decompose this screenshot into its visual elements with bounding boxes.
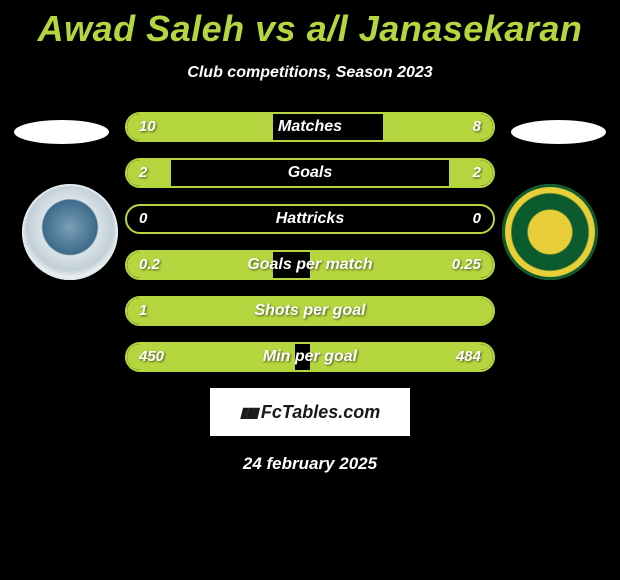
date-label: 24 february 2025 — [0, 454, 620, 474]
stat-value-right: 2 — [473, 160, 481, 186]
stat-bars: 10 Matches 8 2 Goals 2 0 Hattricks 0 0.2… — [125, 112, 495, 372]
stat-row-min-per-goal: 450 Min per goal 484 — [125, 342, 495, 372]
chart-icon: ▮▮▮ — [240, 404, 257, 421]
stat-label: Hattricks — [127, 206, 493, 232]
stat-value-right: 0.25 — [452, 252, 481, 278]
stat-label: Goals — [127, 160, 493, 186]
subtitle: Club competitions, Season 2023 — [0, 64, 620, 82]
team-crest-left — [22, 184, 118, 280]
stat-value-right: 0 — [473, 206, 481, 232]
comparison-panel: 10 Matches 8 2 Goals 2 0 Hattricks 0 0.2… — [0, 112, 620, 474]
stat-label: Min per goal — [127, 344, 493, 370]
site-name: FcTables.com — [261, 402, 380, 423]
stat-label: Goals per match — [127, 252, 493, 278]
stat-row-matches: 10 Matches 8 — [125, 112, 495, 142]
player-left-shadow — [14, 120, 109, 144]
team-crest-right — [502, 184, 598, 280]
stat-label: Shots per goal — [127, 298, 493, 324]
stat-row-goals-per-match: 0.2 Goals per match 0.25 — [125, 250, 495, 280]
stat-value-right: 484 — [456, 344, 481, 370]
site-badge: ▮▮▮ FcTables.com — [210, 388, 410, 436]
player-right-shadow — [511, 120, 606, 144]
stat-row-shots-per-goal: 1 Shots per goal — [125, 296, 495, 326]
page-title: Awad Saleh vs a/l Janasekaran — [0, 0, 620, 50]
stat-label: Matches — [127, 114, 493, 140]
stat-row-goals: 2 Goals 2 — [125, 158, 495, 188]
stat-value-right: 8 — [473, 114, 481, 140]
stat-row-hattricks: 0 Hattricks 0 — [125, 204, 495, 234]
